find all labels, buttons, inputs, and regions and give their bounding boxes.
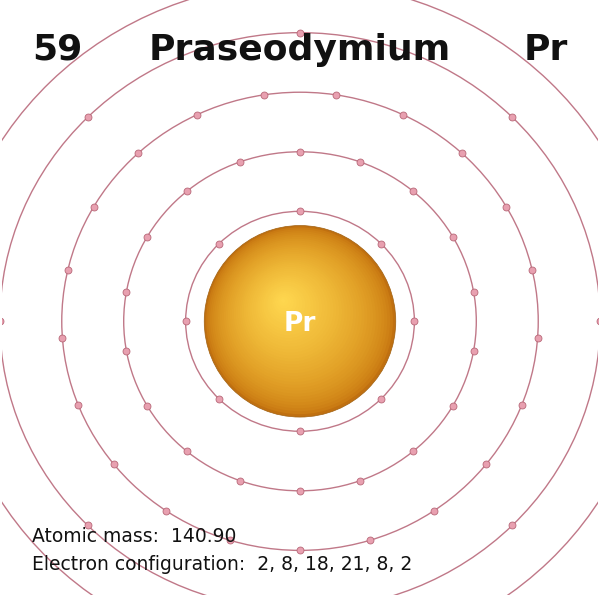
Ellipse shape bbox=[244, 263, 339, 359]
Ellipse shape bbox=[226, 246, 365, 385]
Ellipse shape bbox=[222, 242, 370, 391]
Ellipse shape bbox=[230, 250, 359, 379]
Ellipse shape bbox=[267, 285, 305, 324]
Text: Pr: Pr bbox=[523, 33, 568, 67]
Ellipse shape bbox=[261, 280, 314, 333]
Ellipse shape bbox=[236, 255, 350, 370]
Ellipse shape bbox=[271, 289, 300, 318]
Ellipse shape bbox=[275, 293, 294, 312]
Ellipse shape bbox=[210, 231, 387, 408]
Ellipse shape bbox=[242, 261, 342, 362]
Ellipse shape bbox=[250, 268, 331, 350]
Ellipse shape bbox=[251, 270, 328, 347]
Ellipse shape bbox=[255, 274, 322, 341]
Ellipse shape bbox=[214, 235, 382, 402]
Ellipse shape bbox=[265, 283, 308, 327]
Ellipse shape bbox=[273, 291, 297, 315]
Ellipse shape bbox=[232, 252, 356, 376]
Ellipse shape bbox=[259, 278, 317, 335]
Ellipse shape bbox=[212, 233, 385, 405]
Ellipse shape bbox=[277, 295, 291, 309]
Ellipse shape bbox=[239, 259, 345, 365]
Ellipse shape bbox=[257, 276, 319, 338]
Ellipse shape bbox=[220, 240, 373, 394]
Ellipse shape bbox=[224, 244, 368, 388]
Ellipse shape bbox=[206, 227, 393, 414]
Text: 59: 59 bbox=[32, 33, 83, 67]
Text: Electron configuration:  2, 8, 18, 21, 8, 2: Electron configuration: 2, 8, 18, 21, 8,… bbox=[32, 555, 413, 574]
Ellipse shape bbox=[204, 226, 396, 417]
Text: Pr: Pr bbox=[284, 311, 316, 337]
Ellipse shape bbox=[279, 296, 289, 306]
Ellipse shape bbox=[216, 237, 379, 399]
Ellipse shape bbox=[233, 253, 353, 373]
Text: Atomic mass:  140.90: Atomic mass: 140.90 bbox=[32, 527, 236, 546]
Ellipse shape bbox=[238, 257, 348, 367]
Ellipse shape bbox=[218, 239, 376, 397]
Ellipse shape bbox=[263, 281, 311, 330]
Ellipse shape bbox=[247, 267, 334, 353]
Ellipse shape bbox=[281, 298, 286, 303]
Ellipse shape bbox=[253, 273, 325, 344]
Ellipse shape bbox=[228, 248, 362, 382]
Ellipse shape bbox=[208, 229, 390, 411]
Ellipse shape bbox=[245, 265, 337, 356]
Ellipse shape bbox=[269, 287, 302, 321]
Text: Praseodymium: Praseodymium bbox=[149, 33, 451, 67]
